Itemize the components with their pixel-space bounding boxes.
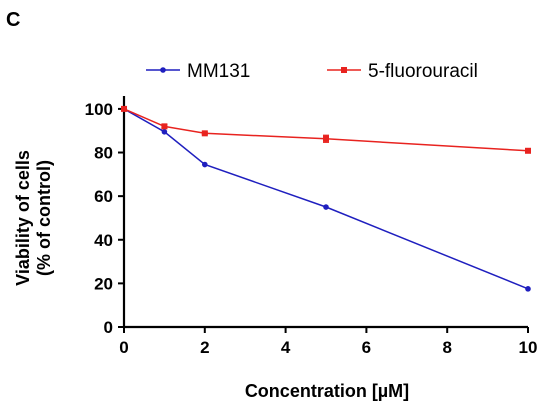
y-tick-label: 40 bbox=[94, 231, 113, 250]
y-tick-label: 0 bbox=[104, 318, 113, 337]
y-axis-title-line-2: (% of control) bbox=[34, 160, 54, 276]
legend-marker-mm131 bbox=[160, 67, 166, 73]
data-point bbox=[201, 130, 208, 137]
data-point bbox=[121, 105, 127, 112]
data-point bbox=[525, 147, 531, 154]
legend: MM131 5-fluorouracil bbox=[146, 61, 478, 82]
legend-label-5-fluorouracil: 5-fluorouracil bbox=[368, 61, 478, 82]
data-point bbox=[525, 286, 531, 292]
x-tick-label: 8 bbox=[442, 338, 451, 357]
x-axis-title: Concentration [µM] bbox=[245, 381, 409, 401]
x-tick-label: 0 bbox=[119, 338, 128, 357]
legend-label-mm131: MM131 bbox=[187, 61, 250, 82]
x-tick-label: 6 bbox=[362, 338, 371, 357]
y-tick-label: 60 bbox=[94, 187, 113, 206]
data-point bbox=[161, 123, 168, 130]
x-tick-label: 4 bbox=[281, 338, 291, 357]
axes: 0 20 40 60 80 100 0 2 4 6 8 10 bbox=[85, 96, 538, 357]
series-mm131 bbox=[121, 106, 531, 292]
x-tick-label: 2 bbox=[200, 338, 209, 357]
y-axis-title-line-1: Viability of cells bbox=[13, 150, 33, 286]
data-point bbox=[202, 161, 208, 168]
data-point bbox=[323, 204, 329, 210]
y-tick-label: 20 bbox=[94, 274, 113, 293]
series-layer bbox=[121, 105, 531, 292]
series-line-5-fluorouracil bbox=[123, 108, 529, 152]
y-tick-label: 100 bbox=[85, 100, 113, 119]
panel-label: C bbox=[6, 9, 20, 31]
data-point bbox=[323, 135, 329, 142]
data-point bbox=[161, 129, 168, 135]
y-tick-label: 80 bbox=[94, 144, 113, 163]
legend-marker-5-fluorouracil bbox=[341, 67, 347, 73]
x-tick-label: 10 bbox=[519, 338, 538, 357]
series-5-fluorouracil bbox=[121, 105, 531, 154]
